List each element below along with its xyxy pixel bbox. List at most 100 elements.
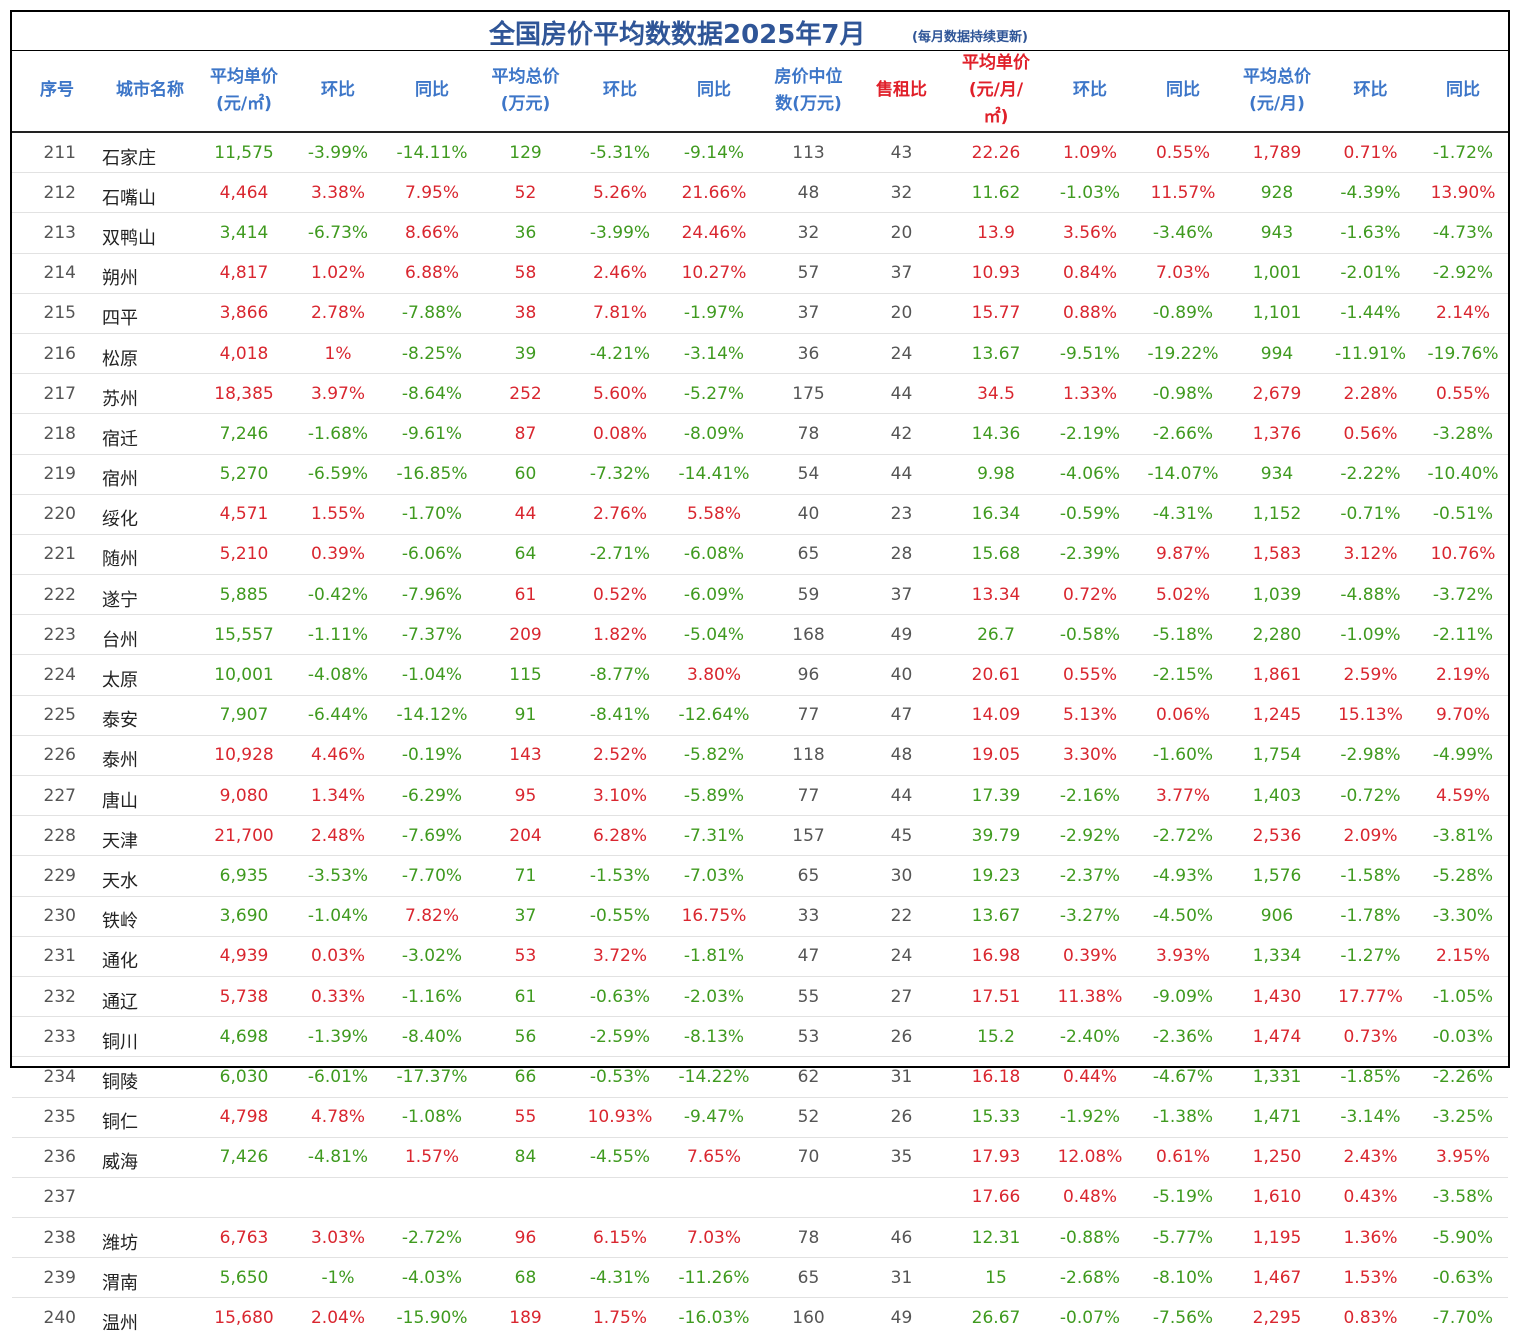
cell-rent_unit: 14.09 [947, 695, 1045, 736]
cell-yoy3: 7.03% [1135, 253, 1231, 294]
cell-yoy4: -3.81% [1418, 815, 1508, 857]
cell-city: 随州 [102, 534, 198, 576]
cell-rent_unit: 9.98 [947, 454, 1045, 495]
cell-rent_total: 934 [1231, 454, 1323, 495]
cell-ratio: 23 [856, 494, 947, 535]
table-row: 239 渭南 5,650 -1% -4.03% 68 -4.31% -11.26% 65 31 15… [12, 1257, 1508, 1299]
table-row: 229 天水 6,935 -3.53% -7.70% 71 -1.53% -7.03% 65 30… [12, 855, 1508, 897]
cell-mom3: -3.27% [1045, 896, 1135, 937]
table-row: 223 台州 15,557 -1.11% -7.37% 209 1.82% -5.04% 168… [12, 614, 1508, 656]
cell-median: 96 [761, 654, 856, 696]
cell-rent_unit: 20.61 [947, 654, 1045, 696]
cell-mom1: 1.02% [290, 253, 386, 294]
cell-mom4: -1.09% [1323, 614, 1418, 656]
cell-yoy1: -1.16% [386, 976, 478, 1018]
cell-total: 52 [478, 172, 573, 214]
cell-rent_total: 1,195 [1231, 1217, 1323, 1259]
cell-price: 5,650 [198, 1257, 290, 1299]
cell-yoy1: -8.64% [386, 373, 478, 415]
cell-mom1: -1.39% [290, 1016, 386, 1058]
cell-yoy2: -16.03% [678, 1308, 750, 1329]
cell-mom2: 5.26% [573, 172, 667, 214]
cell-yoy4: -5.90% [1418, 1217, 1508, 1259]
cell-mom3: 1.33% [1045, 373, 1135, 415]
cell-yoy1: -1.70% [386, 494, 478, 535]
cell-total: 143 [478, 735, 573, 777]
cell-yoy3: -0.98% [1135, 373, 1231, 415]
cell-median: 168 [761, 614, 856, 656]
cell-yoy4: 0.55% [1418, 373, 1508, 415]
cell-ratio: 49 [890, 1308, 913, 1329]
column-header-yoy4: 同比 [1418, 50, 1508, 133]
cell-price: 6,030 [198, 1056, 290, 1098]
cell-yoy1: -2.72% [386, 1217, 478, 1259]
cell-price: 10,928 [198, 735, 290, 777]
cell-rent_unit: 16.98 [947, 936, 1045, 977]
cell-mom2: -5.31% [573, 132, 667, 174]
cell-yoy4: -0.51% [1418, 494, 1508, 535]
cell-mom2: 10.93% [573, 1097, 667, 1138]
cell-price: 5,210 [198, 534, 290, 576]
cell-mom2: 3.10% [573, 775, 667, 817]
cell-total [478, 1177, 573, 1219]
cell-mom4: -1.44% [1323, 293, 1418, 334]
cell-total: 36 [478, 212, 573, 254]
cell-yoy3: -5.19% [1135, 1177, 1231, 1219]
cell-yoy3: -8.10% [1135, 1257, 1231, 1299]
cell-city: 苏州 [102, 373, 198, 415]
column-header-price: 平均单价 (元/㎡) [198, 50, 290, 133]
cell-yoy3: -2.15% [1135, 654, 1231, 696]
cell-city: 石嘴山 [102, 172, 198, 214]
cell-mom3: 0.84% [1045, 253, 1135, 294]
cell-price: 21,700 [198, 815, 290, 857]
cell-mom2: -2.71% [573, 534, 667, 576]
page-subtitle: (每月数据持续更新) [912, 30, 1028, 45]
cell-mom2 [573, 1177, 667, 1219]
cell-yoy4: -3.25% [1418, 1097, 1508, 1138]
cell-city: 潍坊 [102, 1217, 198, 1259]
cell-ratio: 49 [856, 614, 947, 656]
cell-yoy2: -5.27% [667, 373, 761, 415]
cell-mom3: 1.09% [1045, 132, 1135, 174]
cell-mom3: -0.88% [1045, 1217, 1135, 1259]
table-row: 216 松原 4,018 1% -8.25% 39 -4.21% -3.14% 36 24 13.6… [12, 333, 1508, 375]
cell-yoy2: -9.14% [667, 132, 761, 174]
cell-yoy4: 2.14% [1418, 293, 1508, 334]
table-row: 213 双鸭山 3,414 -6.73% 8.66% 36 -3.99% 24.46% 32 20… [12, 212, 1508, 254]
cell-yoy3: -14.07% [1135, 454, 1231, 495]
cell-rent_unit: 17.51 [947, 976, 1045, 1018]
cell-rent_unit: 19.23 [947, 855, 1045, 897]
cell-rent_total: 1,101 [1231, 293, 1323, 334]
table-row: 219 宿州 5,270 -6.59% -16.85% 60 -7.32% -14.41% 54… [12, 454, 1508, 495]
cell-yoy4: -0.03% [1418, 1016, 1508, 1058]
cell-mom3: -2.16% [1045, 775, 1135, 817]
cell-total: 53 [478, 936, 573, 977]
cell-rent_total: 1,754 [1231, 735, 1323, 777]
cell-city: 唐山 [102, 775, 198, 817]
cell-yoy1: -14.12% [386, 695, 478, 736]
cell-median: 65 [761, 534, 856, 576]
cell-total: 96 [478, 1217, 573, 1259]
cell-city: 威海 [102, 1137, 198, 1178]
cell-rent_total: 1,576 [1231, 855, 1323, 897]
cell-price: 4,464 [198, 172, 290, 214]
cell-idx: 240 [43, 1308, 76, 1329]
cell-rent_total: 1,245 [1231, 695, 1323, 736]
cell-mom4: -1.27% [1323, 936, 1418, 977]
cell-yoy2: -5.04% [667, 614, 761, 656]
cell-total: 61 [478, 574, 573, 616]
cell-yoy3: -0.89% [1135, 293, 1231, 334]
cell-ratio: 42 [856, 413, 947, 455]
cell-yoy4: -0.63% [1418, 1257, 1508, 1299]
cell-ratio: 24 [856, 333, 947, 375]
cell-rent_total: 1,334 [1231, 936, 1323, 977]
cell-total: 66 [478, 1056, 573, 1098]
cell-mom4: 2.59% [1323, 654, 1418, 696]
cell-mom4: -4.88% [1323, 574, 1418, 616]
cell-yoy4: -1.72% [1418, 132, 1508, 174]
cell-mom4: 15.13% [1323, 695, 1418, 736]
cell-mom4: 1.53% [1323, 1257, 1418, 1299]
cell-ratio: 44 [856, 373, 947, 415]
cell-yoy1: -6.06% [386, 534, 478, 576]
cell-yoy2: -6.09% [667, 574, 761, 616]
